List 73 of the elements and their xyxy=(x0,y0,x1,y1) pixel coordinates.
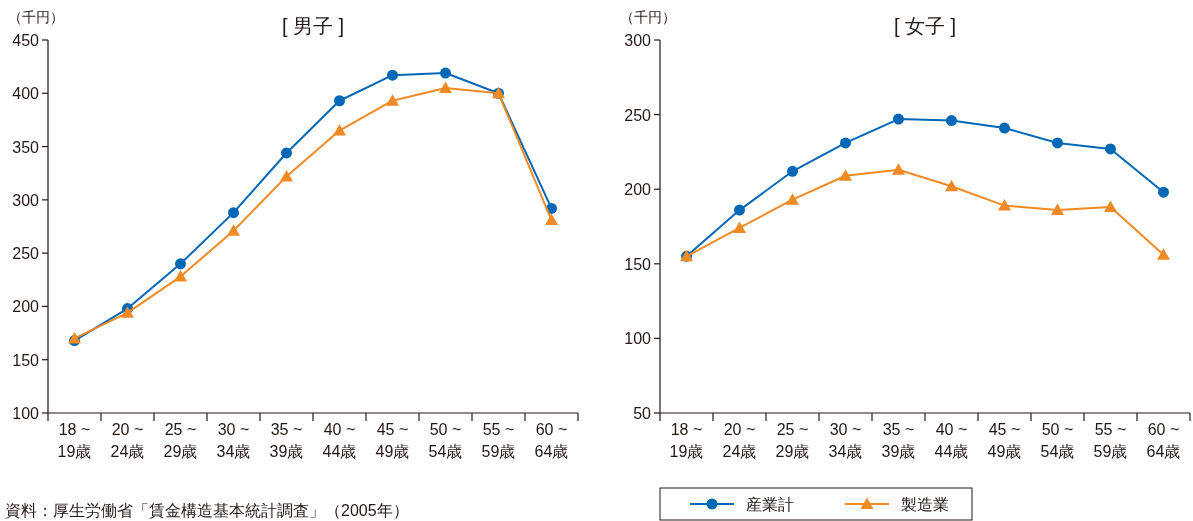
point xyxy=(893,113,904,125)
x-tick-label: 40 ~ 44歳 xyxy=(322,421,357,460)
x-tick-label: 60 ~ 64歳 xyxy=(1146,421,1181,460)
x-tick-label: 45 ~ 49歳 xyxy=(987,421,1022,460)
y-axis-title: （千円） xyxy=(620,9,676,25)
point xyxy=(734,204,745,216)
point xyxy=(545,213,558,226)
chart-title: [ 女子 ] xyxy=(893,15,957,37)
point xyxy=(945,179,958,192)
point xyxy=(1051,203,1064,216)
x-tick-label: 55 ~ 59歳 xyxy=(481,421,516,460)
y-tick-label: 250 xyxy=(12,245,40,263)
point xyxy=(175,258,186,270)
point xyxy=(840,137,851,149)
y-tick-label: 250 xyxy=(624,106,652,124)
y-tick-label: 100 xyxy=(624,330,652,348)
legend-label: 製造業 xyxy=(901,496,949,513)
point xyxy=(786,193,799,205)
x-tick-label: 35 ~ 39歳 xyxy=(269,421,304,460)
x-tick-label: 45 ~ 49歳 xyxy=(375,421,410,460)
y-tick-label: 50 xyxy=(633,405,652,422)
point xyxy=(1158,186,1169,198)
point xyxy=(946,115,957,127)
point xyxy=(439,81,452,93)
x-tick-label: 20 ~ 24歳 xyxy=(722,421,757,460)
y-tick-label: 300 xyxy=(12,191,40,209)
y-tick-label: 150 xyxy=(624,255,652,273)
x-tick-label: 20 ~ 24歳 xyxy=(110,421,145,460)
point xyxy=(227,224,240,236)
point xyxy=(334,95,345,107)
point xyxy=(68,331,81,344)
x-tick-label: 50 ~ 54歳 xyxy=(428,421,463,460)
point xyxy=(281,147,292,159)
point xyxy=(1157,248,1170,260)
point xyxy=(387,69,398,81)
point xyxy=(333,124,346,136)
point xyxy=(892,163,905,175)
point xyxy=(1104,200,1117,213)
x-tick-label: 18 ~ 19歳 xyxy=(57,421,92,460)
x-tick-label: 35 ~ 39歳 xyxy=(881,421,916,460)
point xyxy=(999,122,1010,134)
point xyxy=(839,169,852,181)
point xyxy=(280,169,293,182)
x-tick-label: 18 ~ 19歳 xyxy=(669,421,704,460)
point xyxy=(386,94,399,106)
y-tick-label: 350 xyxy=(12,138,40,156)
point xyxy=(440,67,451,79)
point xyxy=(228,207,239,219)
text: 資料：厚生労働省「賃金構造基本統計調査」（2005年） xyxy=(5,502,409,519)
legend-label: 産業計 xyxy=(746,496,794,513)
y-tick-label: 200 xyxy=(624,181,652,199)
point xyxy=(733,221,746,233)
y-tick-label: 450 xyxy=(12,32,40,49)
point xyxy=(998,199,1011,211)
y-tick-label: 100 xyxy=(12,405,40,422)
point xyxy=(1052,137,1063,149)
chart-title: [ 男子 ] xyxy=(281,15,345,37)
y-tick-label: 200 xyxy=(12,298,40,316)
x-tick-label: 30 ~ 34歳 xyxy=(828,421,863,460)
point xyxy=(174,270,187,282)
x-tick-label: 60 ~ 64歳 xyxy=(534,421,569,460)
x-tick-label: 40 ~ 44歳 xyxy=(934,421,969,460)
y-tick-label: 150 xyxy=(12,351,40,369)
x-tick-label: 50 ~ 54歳 xyxy=(1040,421,1075,460)
point xyxy=(1105,143,1116,155)
x-tick-label: 55 ~ 59歳 xyxy=(1093,421,1128,460)
x-tick-label: 25 ~ 29歳 xyxy=(163,421,198,460)
point xyxy=(787,165,798,177)
y-axis-title: （千円） xyxy=(8,9,64,25)
y-tick-label: 300 xyxy=(624,32,652,49)
x-tick-label: 25 ~ 29歳 xyxy=(775,421,810,460)
x-tick-label: 30 ~ 34歳 xyxy=(216,421,251,460)
y-tick-label: 400 xyxy=(12,85,40,103)
